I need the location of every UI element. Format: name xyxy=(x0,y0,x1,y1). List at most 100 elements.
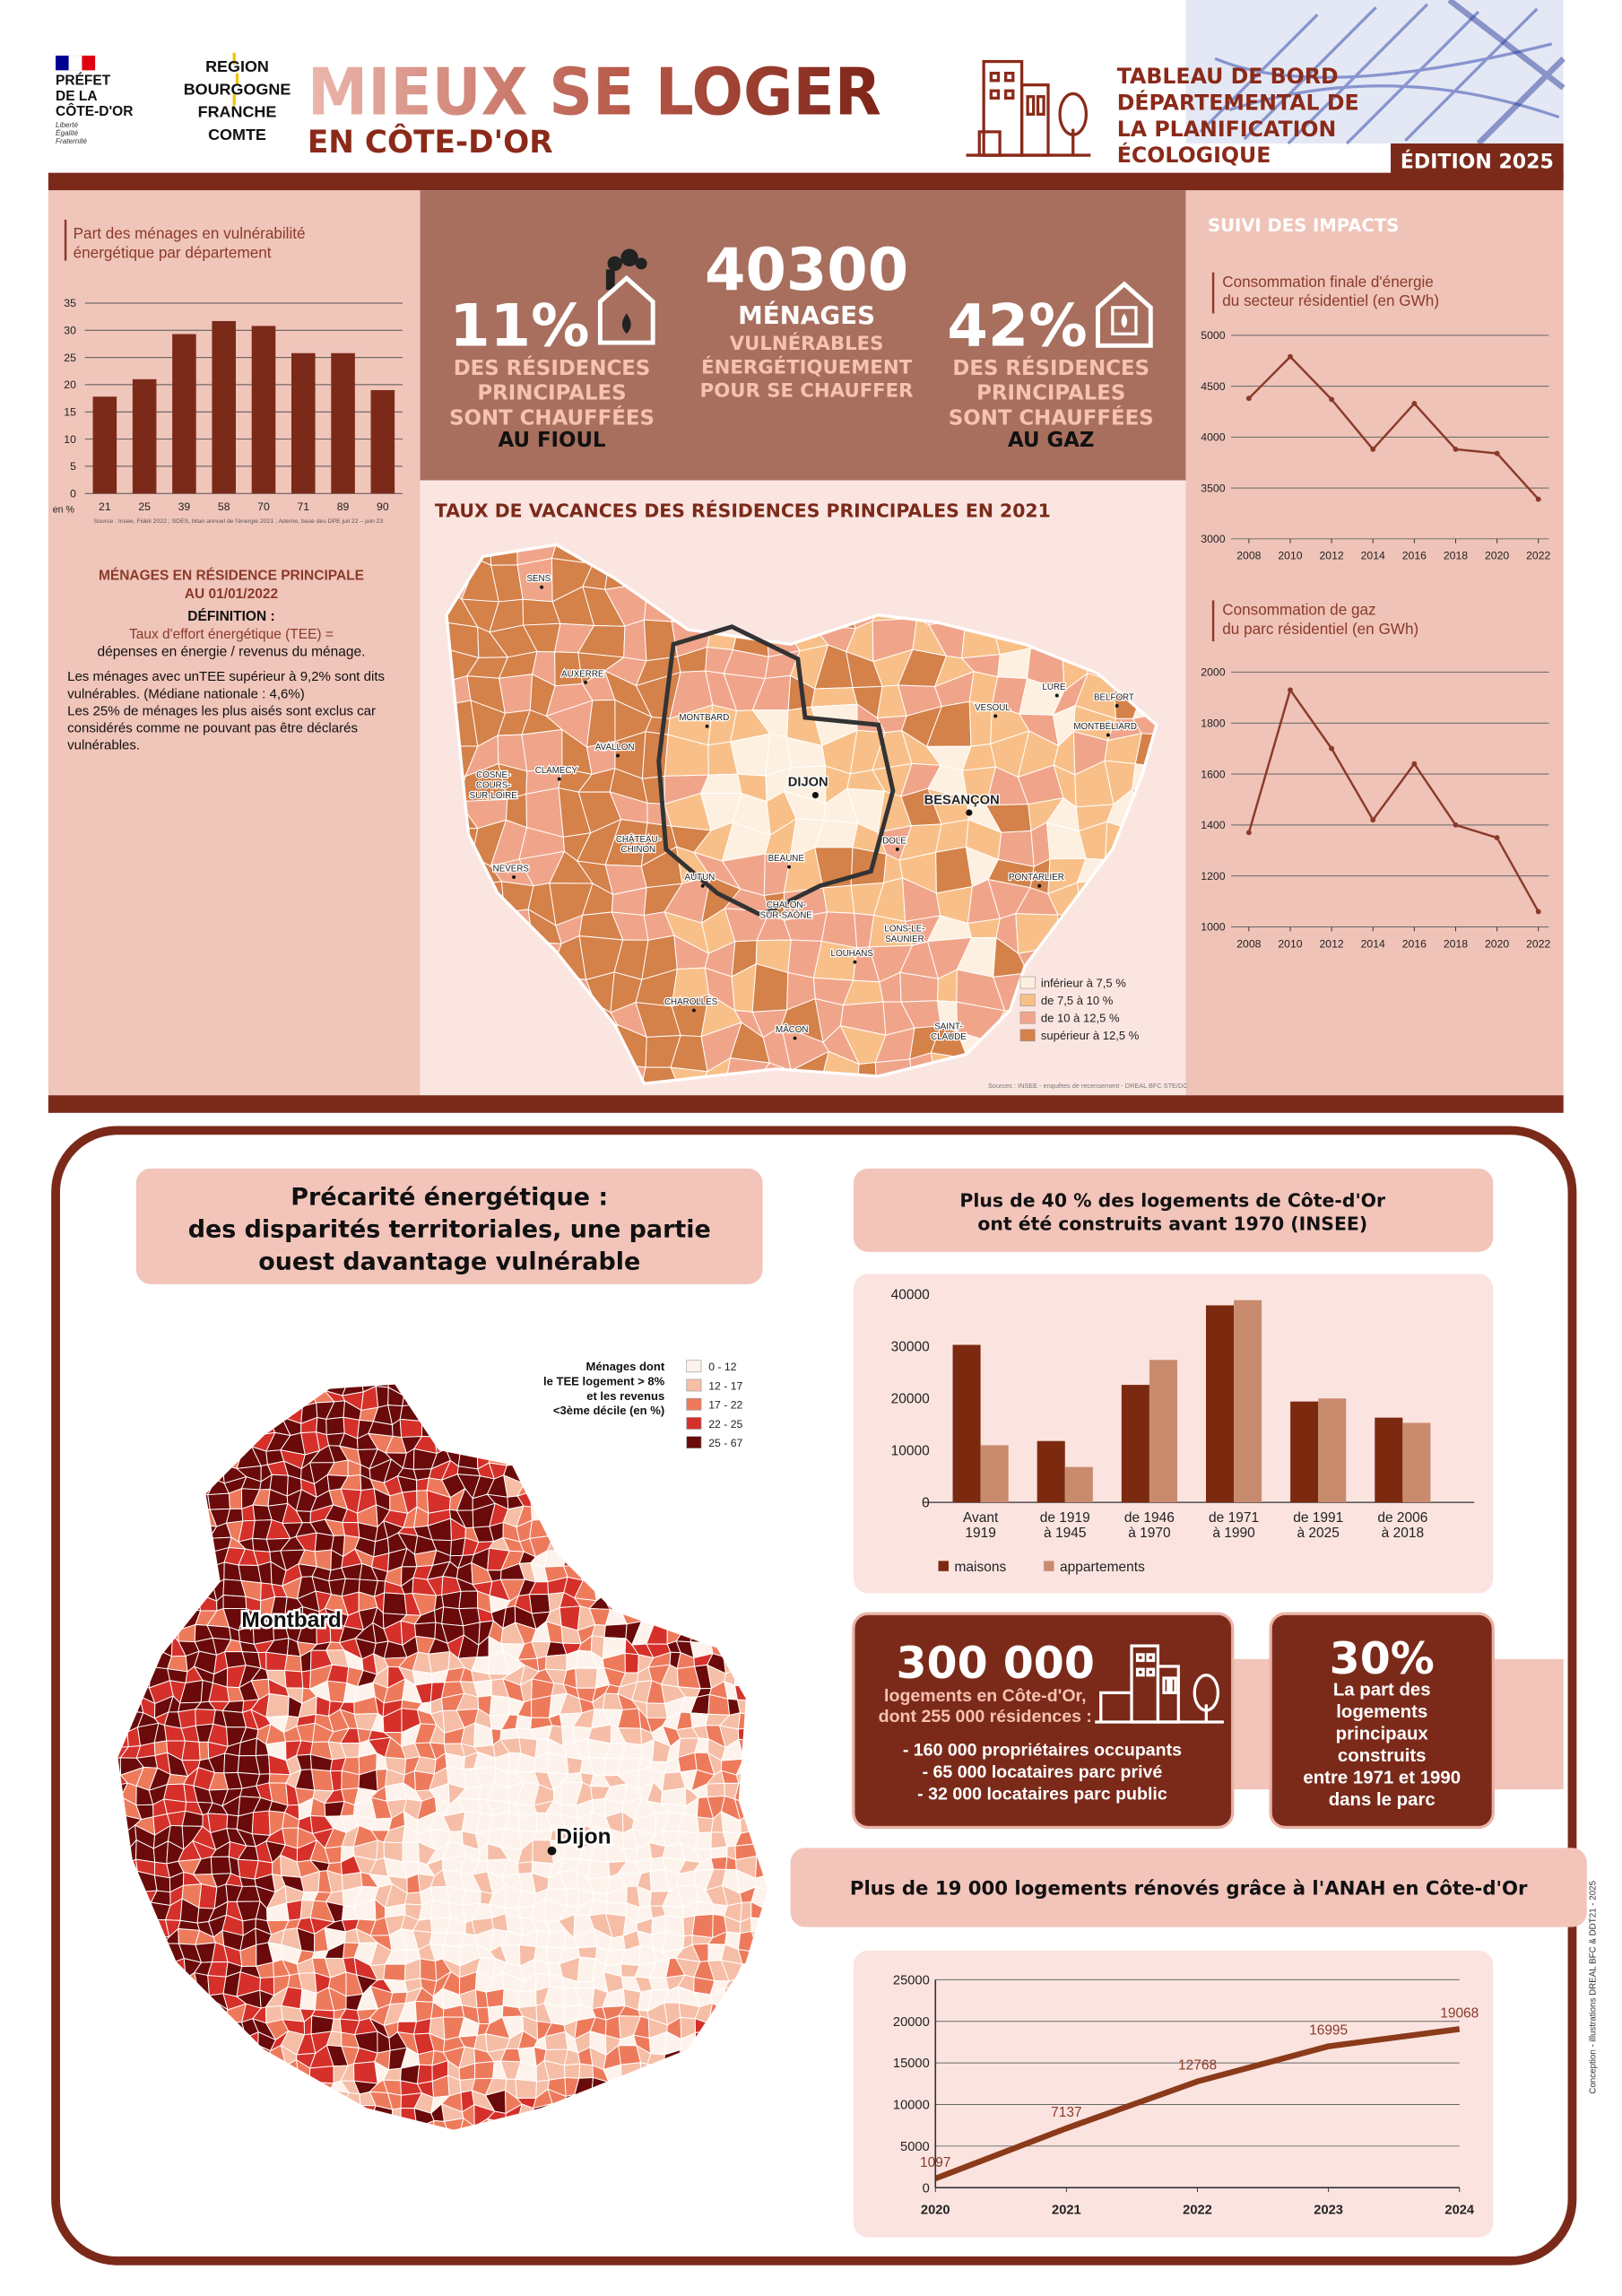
bottom-frame xyxy=(51,1126,1577,2266)
map-area xyxy=(312,2110,335,2123)
map-area xyxy=(710,1846,728,1859)
map-area xyxy=(737,1712,755,1730)
legend-swatch xyxy=(1019,1011,1036,1024)
title-bar xyxy=(1211,600,1215,642)
map-area xyxy=(308,2066,334,2084)
map-area xyxy=(147,2046,170,2071)
map-area xyxy=(426,1407,446,1422)
bottom-band xyxy=(48,1095,1564,1113)
map-area xyxy=(180,1533,200,1554)
map-area xyxy=(134,2079,155,2091)
map-area xyxy=(677,1551,697,1568)
map-area xyxy=(274,2077,286,2100)
map-area xyxy=(177,1552,200,1568)
map-area xyxy=(134,1566,154,1585)
map-area xyxy=(126,2017,143,2032)
map-area xyxy=(178,1524,202,1538)
map-area xyxy=(647,1504,672,1526)
map-area xyxy=(773,2031,785,2053)
map-area xyxy=(664,1419,683,1433)
map-area xyxy=(592,1561,609,1585)
map-area xyxy=(458,1590,479,1610)
page-title: MIEUX SE LOGER xyxy=(308,54,881,129)
city-dot xyxy=(895,847,899,851)
y-tick-label: 30000 xyxy=(891,1340,930,1355)
map-area xyxy=(749,1810,769,1831)
bar xyxy=(1037,1440,1065,1503)
map-area xyxy=(121,1431,138,1450)
marker xyxy=(1329,396,1335,403)
map-area xyxy=(662,1383,681,1393)
map-area xyxy=(150,1974,173,1994)
map-area xyxy=(602,1579,624,1599)
map-area xyxy=(169,1552,185,1571)
map-area xyxy=(164,1986,188,2005)
map-area xyxy=(667,1474,684,1493)
map-area xyxy=(708,2030,724,2053)
city-label: SAUNIER xyxy=(885,935,924,944)
map-area xyxy=(255,1390,277,1410)
map-area xyxy=(121,2122,140,2131)
city-label: LURE xyxy=(1042,683,1066,692)
map-area xyxy=(724,1620,744,1645)
chart-box xyxy=(853,1950,1494,2238)
map-area xyxy=(117,1504,130,1525)
map-area xyxy=(733,1668,752,1688)
map-area xyxy=(550,1503,568,1521)
map-area xyxy=(619,1594,637,1614)
map-area xyxy=(427,1387,451,1410)
map-area xyxy=(117,1420,127,1439)
map-area xyxy=(152,1493,170,1512)
map-area xyxy=(764,1699,769,1718)
stat-headline: MÉNAGES xyxy=(738,300,875,330)
motto: Liberté xyxy=(56,121,78,129)
buildings-icon xyxy=(1095,1644,1224,1724)
map-area xyxy=(164,2003,188,2025)
map-area xyxy=(120,1582,145,1600)
marianne-logo xyxy=(56,55,96,71)
y-tick-label: 20000 xyxy=(891,1392,930,1407)
legend-label: 0 - 12 xyxy=(708,1361,736,1373)
city-dot xyxy=(906,935,910,939)
city-dot xyxy=(639,846,644,850)
map-area xyxy=(283,1386,304,1408)
map-area xyxy=(412,1383,436,1395)
map-area xyxy=(751,2118,769,2131)
map-area xyxy=(121,1608,143,1626)
city-dot xyxy=(557,777,561,781)
map-area xyxy=(117,1547,128,1566)
map-area xyxy=(753,1753,769,1774)
map-area xyxy=(624,1420,639,1440)
map-area xyxy=(117,1579,129,1598)
y-tick-label: 5000 xyxy=(1201,329,1225,342)
map-area xyxy=(767,1578,769,1598)
map-area xyxy=(637,1504,654,1527)
map-area xyxy=(646,1702,668,1718)
stat-text: SONT CHAUFFÉES xyxy=(449,404,655,430)
box-text: La part des xyxy=(1333,1681,1431,1700)
map-area xyxy=(208,1461,225,1484)
map-area xyxy=(617,1548,638,1568)
map-area xyxy=(576,1473,589,1496)
map-area xyxy=(479,1403,491,1419)
box-text: logements xyxy=(1336,1702,1427,1722)
map-area xyxy=(650,2124,669,2131)
map-area xyxy=(563,2119,580,2131)
map-area xyxy=(119,1654,143,1670)
map-area xyxy=(733,2017,759,2036)
y-tick-label: 20 xyxy=(64,378,76,391)
map-area xyxy=(577,1447,599,1468)
map-area xyxy=(158,1383,174,1391)
map-area xyxy=(473,1383,496,1391)
x-tick-label: 2023 xyxy=(1314,2204,1343,2218)
region-label: COMTE xyxy=(208,126,266,144)
map-area xyxy=(136,2122,160,2131)
map-area xyxy=(472,1415,490,1437)
map-area xyxy=(638,1488,654,1506)
map-area xyxy=(692,2121,715,2131)
map-area xyxy=(139,1576,155,1600)
map-area xyxy=(765,1596,769,1613)
map-area xyxy=(134,2005,160,2022)
map-area xyxy=(750,1581,768,1598)
map-area xyxy=(240,1419,256,1436)
